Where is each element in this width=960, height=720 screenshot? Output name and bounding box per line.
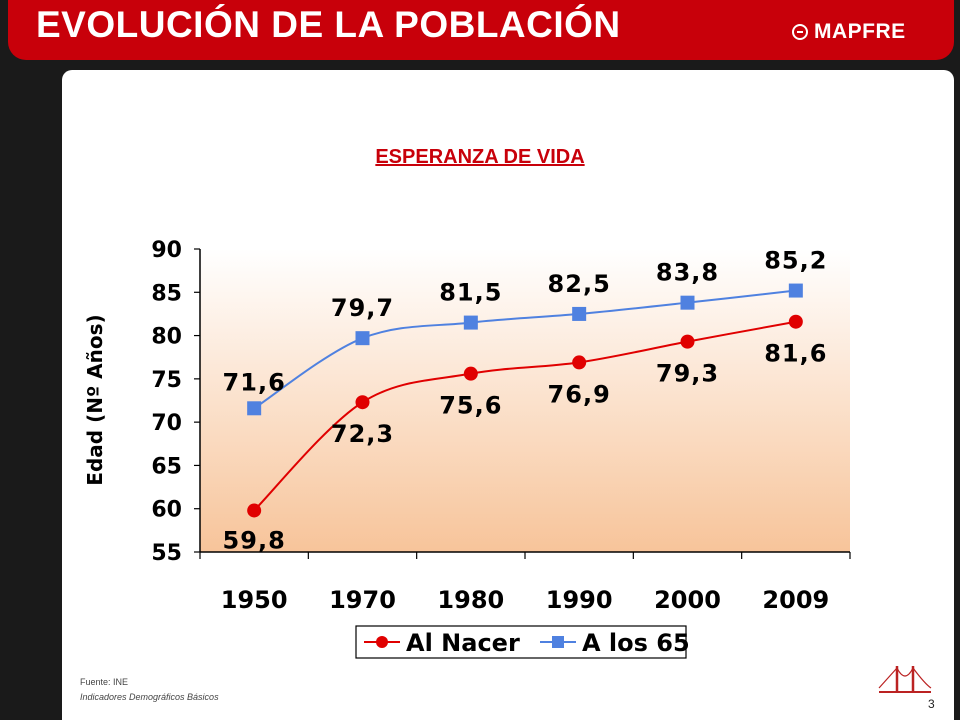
x-tick-label-1980: 1980 bbox=[437, 586, 504, 614]
data-point bbox=[680, 334, 695, 349]
data-label: 79,3 bbox=[656, 360, 719, 388]
series-line bbox=[253, 320, 797, 512]
y-tick-label-60: 60 bbox=[151, 498, 182, 523]
x-tick-label-1990: 1990 bbox=[546, 586, 613, 614]
x-tick-label-1950: 1950 bbox=[221, 586, 288, 614]
data-point bbox=[463, 366, 478, 381]
data-label: 71,6 bbox=[223, 368, 286, 396]
data-point bbox=[572, 306, 587, 321]
x-tick-label-1970: 1970 bbox=[329, 586, 396, 614]
legend-label-al-nacer: Al Nacer bbox=[406, 629, 520, 657]
data-point bbox=[788, 314, 803, 329]
page-number: 3 bbox=[928, 697, 935, 711]
y-tick-label-90: 90 bbox=[151, 238, 182, 263]
legend-marker-al-nacer bbox=[376, 636, 388, 648]
subsource-note: Indicadores Demográficos Básicos bbox=[80, 692, 219, 702]
legend bbox=[355, 625, 687, 659]
data-point bbox=[788, 283, 803, 298]
data-point bbox=[463, 315, 478, 330]
x-tick-label-2000: 2000 bbox=[654, 586, 721, 614]
legend-marker-a-los-65 bbox=[552, 636, 564, 648]
data-label: 81,6 bbox=[764, 340, 827, 368]
plot-area bbox=[200, 249, 850, 552]
data-label: 81,5 bbox=[439, 279, 502, 307]
y-tick-label-70: 70 bbox=[151, 411, 182, 436]
legend-label-a-los-65: A los 65 bbox=[582, 629, 690, 657]
chart-title-container: ESPERANZA DE VIDA bbox=[0, 146, 960, 169]
y-tick-label-80: 80 bbox=[151, 325, 182, 350]
header-bar: EVOLUCIÓN DE LA POBLACIÓN MAPFRE bbox=[8, 0, 954, 60]
mapfre-logo-icon bbox=[792, 24, 808, 40]
y-axis-label: Edad (Nº Años) bbox=[83, 314, 107, 485]
y-tick-label-85: 85 bbox=[151, 281, 182, 306]
data-point bbox=[680, 295, 695, 310]
data-label: 59,8 bbox=[223, 526, 286, 554]
data-label: 85,2 bbox=[764, 247, 827, 275]
data-point bbox=[355, 331, 370, 346]
y-tick-label-55: 55 bbox=[151, 541, 182, 566]
chart-title: ESPERANZA DE VIDA bbox=[375, 146, 585, 168]
series-a-los-65: 71,6 79,7 81,5 82,5 83,8 85,2 bbox=[223, 247, 827, 416]
y-tick-label-75: 75 bbox=[151, 368, 182, 393]
logo-text: MAPFRE bbox=[814, 20, 906, 43]
data-label: 79,7 bbox=[331, 294, 394, 322]
data-label: 82,5 bbox=[548, 270, 611, 298]
bridge-icon bbox=[878, 666, 932, 693]
data-label: 75,6 bbox=[439, 392, 502, 420]
page-title: EVOLUCIÓN DE LA POBLACIÓN bbox=[36, 4, 621, 45]
y-tick-label-65: 65 bbox=[151, 454, 182, 479]
source-note: Fuente: INE bbox=[80, 677, 129, 687]
data-label: 76,9 bbox=[548, 380, 611, 408]
data-point bbox=[355, 395, 370, 410]
data-point bbox=[247, 401, 262, 416]
mapfre-logo: MAPFRE bbox=[792, 18, 906, 46]
data-label: 72,3 bbox=[331, 420, 394, 448]
series-line bbox=[253, 289, 796, 410]
x-tick-label-2009: 2009 bbox=[762, 586, 829, 614]
data-point bbox=[247, 503, 262, 518]
series-al-nacer: 59,8 72,3 75,6 76,9 79,3 81,6 bbox=[223, 314, 827, 554]
data-point bbox=[572, 355, 587, 370]
data-label: 83,8 bbox=[656, 259, 719, 287]
